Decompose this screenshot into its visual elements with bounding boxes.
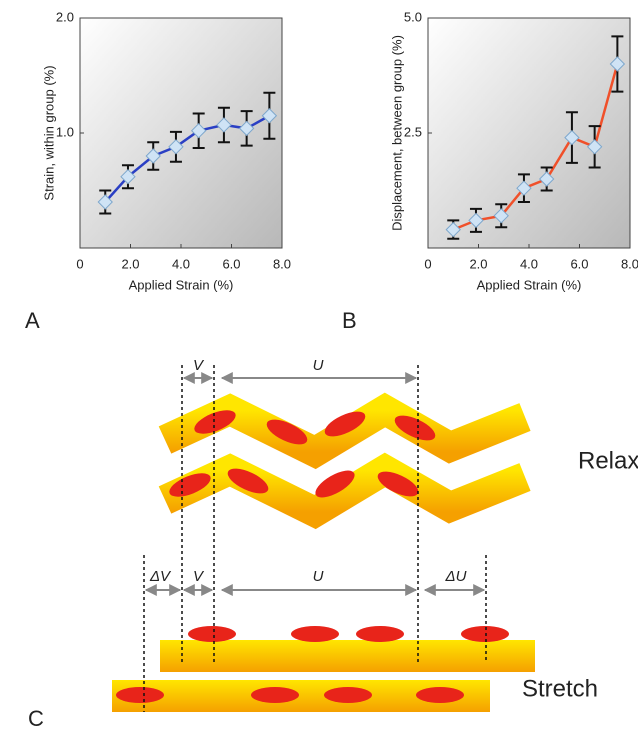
marker: [516, 180, 532, 196]
y-axis-label: Displacement, between group (%): [389, 35, 404, 231]
x-tick-label: 2.0: [121, 256, 139, 271]
dim-label: U: [313, 568, 324, 585]
x-tick-label: 2.0: [469, 256, 487, 271]
y-tick-label: 5.0: [404, 9, 422, 24]
marker: [538, 171, 555, 187]
dim-label: U: [313, 357, 324, 374]
x-tick-label: 0: [424, 256, 431, 271]
marker: [168, 139, 184, 155]
charts: 0 2.0 4.0 6.0 8.0 1.0 2.0 Applied Strain (%) Str…: [41, 9, 638, 292]
x-axis-label: Applied Strain (%): [129, 277, 234, 292]
marker: [145, 148, 161, 164]
dim-label: V: [193, 357, 205, 374]
marker: [493, 208, 509, 224]
marker: [216, 117, 232, 133]
marker: [238, 120, 255, 137]
panel-label: C: [28, 706, 44, 731]
marker: [468, 212, 484, 229]
diagram: V U ΔV V U ΔU Relax Stretch: [112, 357, 638, 712]
guides: [143, 365, 487, 712]
fiber: [158, 452, 531, 530]
fiber: [160, 640, 535, 672]
fibrils: [116, 626, 509, 703]
marker: [190, 122, 207, 139]
y-tick-label: 2.5: [404, 124, 422, 139]
x-tick-label: 4.0: [520, 256, 538, 271]
marker: [120, 168, 136, 185]
fibrils: [169, 410, 436, 498]
arrows: [144, 372, 486, 596]
marker: [609, 56, 626, 72]
marker: [97, 194, 113, 210]
y-axis-label: Strain, within group (%): [41, 65, 56, 200]
x-tick-label: 4.0: [172, 256, 190, 271]
x-tick-label: 6.0: [222, 256, 240, 271]
dim-label: ΔV: [149, 568, 172, 585]
panel-label: B: [342, 308, 357, 333]
x-tick-label: 8.0: [273, 256, 291, 271]
x-tick-label: 8.0: [621, 256, 638, 271]
y-tick-label: 2.0: [56, 9, 74, 24]
panel-label: A: [25, 308, 40, 333]
dim-label: ΔU: [445, 568, 467, 585]
marker: [445, 221, 461, 238]
x-tick-label: 0: [76, 256, 83, 271]
y-tick-label: 1.0: [56, 124, 74, 139]
state-label: Stretch: [522, 675, 598, 702]
x-tick-label: 6.0: [570, 256, 588, 271]
dim-label: V: [193, 568, 205, 585]
x-axis-label: Applied Strain (%): [477, 277, 582, 292]
marker: [586, 139, 603, 155]
marker: [564, 129, 580, 146]
state-label: Relax: [578, 447, 638, 474]
marker: [261, 108, 278, 124]
